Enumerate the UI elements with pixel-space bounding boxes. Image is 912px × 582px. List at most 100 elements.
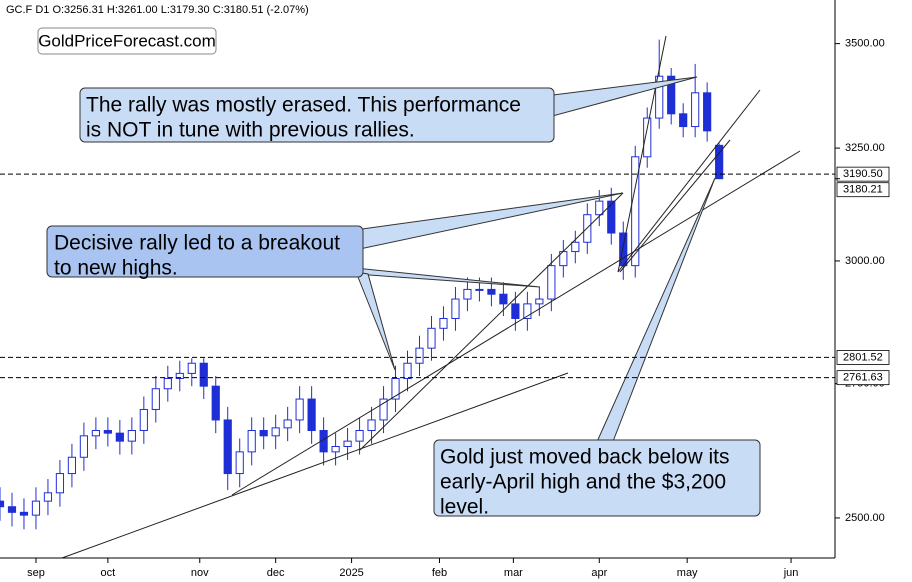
candle-body	[451, 298, 460, 319]
candle-body	[463, 288, 472, 300]
callout-text: Decisive rally led to a breakout	[54, 232, 340, 255]
callout-box	[79, 87, 555, 143]
callout-box	[46, 225, 364, 278]
candle-body	[499, 293, 508, 305]
candle-body	[79, 435, 88, 458]
candle-body	[223, 419, 232, 475]
x-tick-label: may	[677, 567, 698, 579]
level-label: 2801.52	[843, 351, 883, 363]
candle-body	[127, 430, 136, 442]
callout-text: to new highs.	[54, 257, 178, 280]
callout-text: level.	[440, 496, 489, 519]
callout-texts: The rally was mostly erased. This perfor…	[54, 94, 729, 519]
level-label-box	[836, 370, 890, 386]
candle-body	[379, 398, 388, 421]
candle-body	[571, 241, 580, 253]
x-tick-label: nov	[191, 567, 209, 579]
candle-body	[427, 327, 436, 349]
callout-box	[433, 439, 761, 517]
candle-body	[91, 430, 100, 437]
candle-body	[535, 298, 544, 305]
watermark: GoldPriceForecast.com	[38, 31, 216, 50]
candle-body	[703, 92, 712, 132]
trend-line	[619, 139, 731, 273]
x-tick-label: dec	[267, 567, 285, 579]
candle-body	[7, 506, 17, 513]
y-tick-label: 3250.00	[845, 142, 885, 154]
candle-body	[523, 303, 532, 319]
candle-body	[391, 377, 400, 400]
callout-text: Gold just moved back below its	[440, 446, 729, 469]
candle-body	[139, 408, 148, 432]
candle-body	[643, 117, 652, 158]
trend-line	[617, 35, 667, 273]
chart-header: GC.F D1 O:3256.31 H:3261.00 L:3179.30 C:…	[6, 4, 309, 16]
candle-body	[259, 430, 268, 437]
candle-body	[511, 303, 520, 319]
candle-body	[175, 372, 184, 379]
candle-body	[691, 92, 700, 128]
callout-text: The rally was mostly erased. This perfor…	[86, 94, 521, 117]
candle-body	[211, 385, 220, 421]
x-tick-label: feb	[432, 567, 447, 579]
x-tick-label: oct	[101, 567, 116, 579]
candle-body	[655, 75, 664, 119]
candle-body	[43, 492, 53, 502]
trend-line	[231, 150, 801, 496]
candle-body	[31, 500, 41, 516]
callout-text: early-April high and the $3,200	[440, 471, 726, 494]
candle-body	[403, 362, 412, 379]
trend-line	[61, 372, 569, 559]
plot-area	[0, 39, 724, 530]
candle-body	[103, 430, 112, 434]
candle-body	[199, 362, 208, 387]
candle-body	[115, 432, 124, 442]
x-tick-label: 2025	[339, 567, 363, 579]
level-label-box	[836, 166, 890, 182]
candle-body	[487, 288, 496, 295]
candle-body	[547, 265, 556, 300]
level-label: 2761.63	[843, 372, 883, 384]
candle-body	[679, 113, 688, 128]
candle-body	[595, 200, 604, 216]
candle-body	[667, 75, 676, 115]
level-label: 3180.21	[843, 184, 883, 196]
watermark-box	[37, 27, 217, 55]
y-tick-label: 3000.00	[845, 255, 885, 267]
candle-body	[235, 451, 244, 475]
level-label: 3190.50	[843, 168, 883, 180]
candle-body	[295, 398, 304, 421]
trend-lines	[61, 35, 801, 559]
level-label-box	[836, 350, 890, 365]
candle-body	[19, 511, 29, 516]
y-tick-label: 3500.00	[845, 38, 885, 50]
candle-body	[355, 430, 364, 442]
x-tick-label: sep	[27, 567, 45, 579]
candle-body	[607, 200, 616, 234]
trend-line	[359, 192, 624, 451]
x-tick-label: mar	[504, 567, 523, 579]
candle-body	[631, 156, 640, 267]
candle-body	[163, 377, 172, 390]
candle-body	[439, 317, 448, 329]
candle-body	[271, 427, 280, 437]
candle-body	[283, 419, 292, 429]
candle-body	[367, 419, 376, 432]
candle-body	[55, 473, 65, 494]
trend-line	[617, 89, 761, 273]
x-tick-label: jun	[783, 567, 799, 579]
candle-body	[307, 398, 316, 432]
callout-text: is NOT in tune with previous rallies.	[86, 119, 415, 142]
candle-body	[475, 288, 484, 291]
y-tick-label: 2500.00	[845, 512, 885, 524]
candle-body	[247, 430, 256, 453]
candle-body	[715, 144, 724, 180]
candle-body	[67, 456, 77, 475]
candle-body	[151, 388, 160, 410]
x-tick-label: apr	[591, 567, 607, 579]
candle-body	[0, 500, 5, 508]
level-label-box	[836, 182, 890, 198]
candle-body	[415, 347, 424, 364]
candle-body	[187, 362, 196, 374]
